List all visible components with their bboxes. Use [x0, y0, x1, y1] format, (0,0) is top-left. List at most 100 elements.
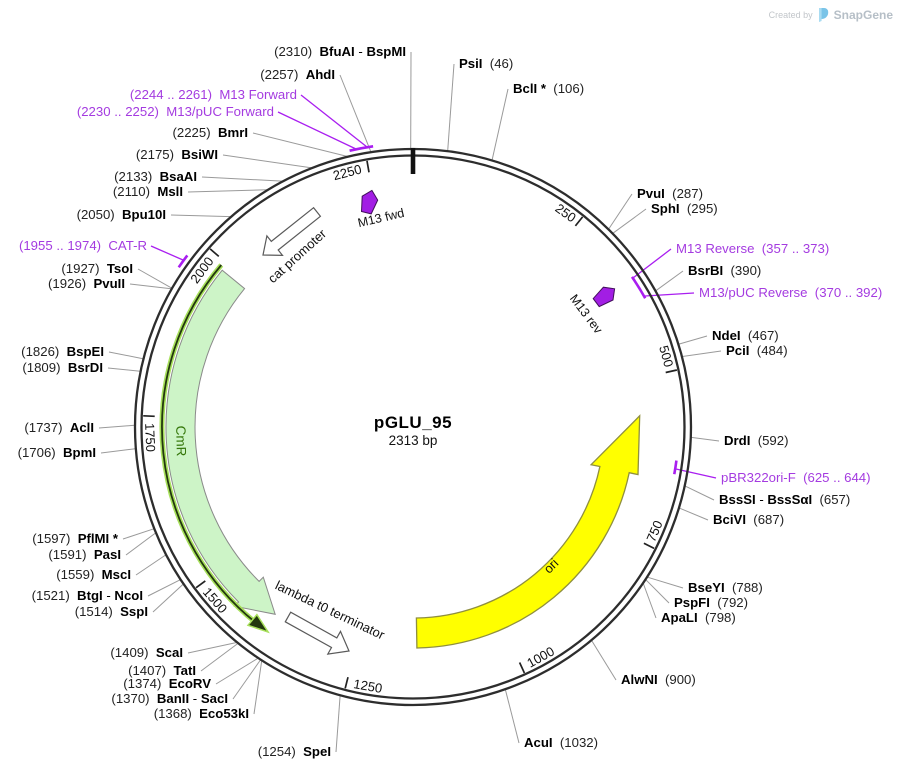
tick-2250	[366, 160, 370, 173]
primer-label-m13-puc-forward[interactable]: (2230 .. 2252) M13/pUC Forward	[77, 104, 274, 119]
enzyme-leader-line	[447, 63, 455, 151]
snapgene-watermark: Created by SnapGene	[769, 8, 893, 22]
tick-2000	[209, 248, 220, 258]
primer-binding-arc[interactable]	[630, 276, 647, 299]
tick-label-500: 500	[656, 344, 676, 369]
enzyme-label-ahdi[interactable]: (2257) AhdI	[260, 67, 335, 82]
enzyme-label-drdi[interactable]: DrdI (592)	[724, 433, 789, 448]
enzyme-label-acui[interactable]: AcuI (1032)	[524, 735, 598, 750]
feature-m13-rev-primer-arrow[interactable]	[592, 286, 616, 308]
enzyme-label-pflmi[interactable]: (1597) PflMI *	[32, 531, 119, 546]
plasmid-title: pGLU_95 2313 bp	[374, 412, 452, 450]
enzyme-label-pvuii[interactable]: (1926) PvuII	[48, 276, 125, 291]
primer-label-cat-r[interactable]: (1955 .. 1974) CAT-R	[19, 238, 147, 253]
enzyme-label-spei[interactable]: (1254) SpeI	[258, 744, 331, 759]
tick-1500	[195, 580, 206, 589]
feature-cmr-arrow[interactable]	[165, 269, 276, 615]
feature-ori-arrow[interactable]	[415, 414, 641, 649]
enzyme-label-bmri[interactable]: (2225) BmrI	[173, 125, 249, 140]
feature-cat-gene-line[interactable]	[161, 264, 260, 626]
enzyme-label-bcli[interactable]: BclI * (106)	[513, 81, 584, 96]
enzyme-leader-line	[647, 576, 684, 589]
enzyme-leader-line	[608, 193, 633, 230]
primer-leader-line	[300, 94, 368, 148]
tick-1250	[344, 676, 349, 689]
feature-label-cmr[interactable]: CmR	[173, 425, 189, 456]
enzyme-label-bsrdi[interactable]: (1809) BsrDI	[22, 360, 103, 375]
enzyme-leader-line	[108, 351, 144, 360]
enzyme-label-sspi[interactable]: (1514) SspI	[75, 604, 148, 619]
tick-label-1750: 1750	[142, 423, 158, 453]
primer-label-m13-puc-reverse[interactable]: M13/pUC Reverse (370 .. 392)	[699, 285, 882, 300]
tick-1000	[518, 662, 526, 674]
primer-binding-arc[interactable]	[349, 145, 374, 152]
primer-label-m13-reverse[interactable]: M13 Reverse (357 .. 373)	[676, 241, 829, 256]
enzyme-label-msci[interactable]: (1559) MscI	[56, 567, 131, 582]
enzyme-label-pcii[interactable]: PciI (484)	[726, 343, 788, 358]
plasmid-name: pGLU_95	[373, 412, 453, 432]
enzyme-label-alwni[interactable]: AlwNI (900)	[621, 672, 696, 687]
enzyme-label-acli[interactable]: (1737) AclI	[24, 420, 94, 435]
enzyme-leader-line	[201, 176, 283, 182]
watermark-prefix: Created by	[768, 10, 813, 20]
enzyme-label-bsssi-bsss-i[interactable]: BssSI - BssSαI (657)	[719, 492, 850, 507]
tick-750	[643, 542, 655, 550]
enzyme-leader-line	[215, 657, 259, 685]
enzyme-label-bsaai[interactable]: (2133) BsaAI	[114, 169, 197, 184]
primer-binding-arc[interactable]	[673, 460, 678, 475]
feature-m13-fwd-primer-arrow[interactable]	[360, 189, 379, 215]
enzyme-label-pasi[interactable]: (1591) PasI	[48, 547, 121, 562]
enzyme-label-scai[interactable]: (1409) ScaI	[110, 645, 183, 660]
feature-cat-promoter-arrow[interactable]	[262, 206, 322, 257]
enzyme-label-banii-saci[interactable]: (1370) BanII - SacI	[111, 691, 228, 706]
enzyme-leader-line	[339, 74, 372, 152]
enzyme-label-msli[interactable]: (2110) MslI	[113, 184, 183, 199]
primer-label-pbr322ori-f[interactable]: pBR322ori-F (625 .. 644)	[721, 470, 871, 485]
enzyme-label-bsiwi[interactable]: (2175) BsiWI	[136, 147, 218, 162]
primer-leader-line	[150, 245, 184, 261]
enzyme-label-eco53ki[interactable]: (1368) Eco53kI	[154, 706, 249, 721]
enzyme-label-bseyi[interactable]: BseYI (788)	[688, 580, 763, 595]
enzyme-leader-line	[170, 214, 231, 218]
enzyme-leader-line	[187, 189, 268, 193]
enzyme-label-pspfi[interactable]: PspFI (792)	[674, 595, 748, 610]
enzyme-label-apali[interactable]: ApaLI (798)	[661, 610, 736, 625]
enzyme-label-pvui[interactable]: PvuI (287)	[637, 186, 703, 201]
enzyme-leader-line	[591, 640, 617, 681]
enzyme-label-bpmi[interactable]: (1706) BpmI	[18, 445, 96, 460]
enzyme-leader-line	[335, 695, 341, 753]
primer-binding-arc[interactable]	[177, 254, 189, 269]
enzyme-label-ecorv[interactable]: (1374) EcoRV	[123, 676, 211, 691]
plasmid-length: 2313 bp	[388, 433, 438, 449]
enzyme-leader-line	[129, 283, 172, 290]
enzyme-label-tati[interactable]: (1407) TatI	[128, 663, 196, 678]
tick-label-750: 750	[643, 518, 665, 544]
enzyme-leader-line	[152, 583, 184, 613]
primer-leader-line	[644, 292, 695, 297]
enzyme-label-ndei[interactable]: NdeI (467)	[712, 328, 779, 343]
enzyme-label-bcivi[interactable]: BciVI (687)	[713, 512, 784, 527]
enzyme-leader-line	[187, 642, 237, 654]
feature-lambda-t0-terminator-arrow[interactable]	[284, 611, 350, 655]
enzyme-label-psii[interactable]: PsiI (46)	[459, 56, 513, 71]
feature-label-lambda_t0_terminator[interactable]: lambda t0 terminator	[273, 578, 388, 643]
enzyme-leader-line	[678, 335, 708, 345]
enzyme-label-bspei[interactable]: (1826) BspEI	[21, 344, 104, 359]
enzyme-leader-line	[232, 659, 261, 700]
enzyme-label-sphi[interactable]: SphI (295)	[651, 201, 718, 216]
enzyme-label-btgi-ncoi[interactable]: (1521) BtgI - NcoI	[32, 588, 143, 603]
primer-label-m13-forward[interactable]: (2244 .. 2261) M13 Forward	[130, 87, 297, 102]
enzyme-leader-line	[200, 643, 239, 672]
enzyme-leader-line	[137, 268, 172, 289]
enzyme-label-bfuai-bspmi[interactable]: (2310) BfuAI - BspMI	[274, 44, 406, 59]
feature-cat-gene-arrowhead	[246, 613, 270, 634]
enzyme-label-tsoi[interactable]: (1927) TsoI	[61, 261, 133, 276]
enzyme-label-bsrbi[interactable]: BsrBI (390)	[688, 263, 761, 278]
enzyme-leader-line	[642, 583, 657, 619]
primer-leader-line	[675, 468, 717, 479]
enzyme-leader-line	[253, 660, 263, 715]
enzyme-label-bpu10i[interactable]: (2050) Bpu10I	[77, 207, 166, 222]
enzyme-leader-line	[147, 579, 181, 597]
